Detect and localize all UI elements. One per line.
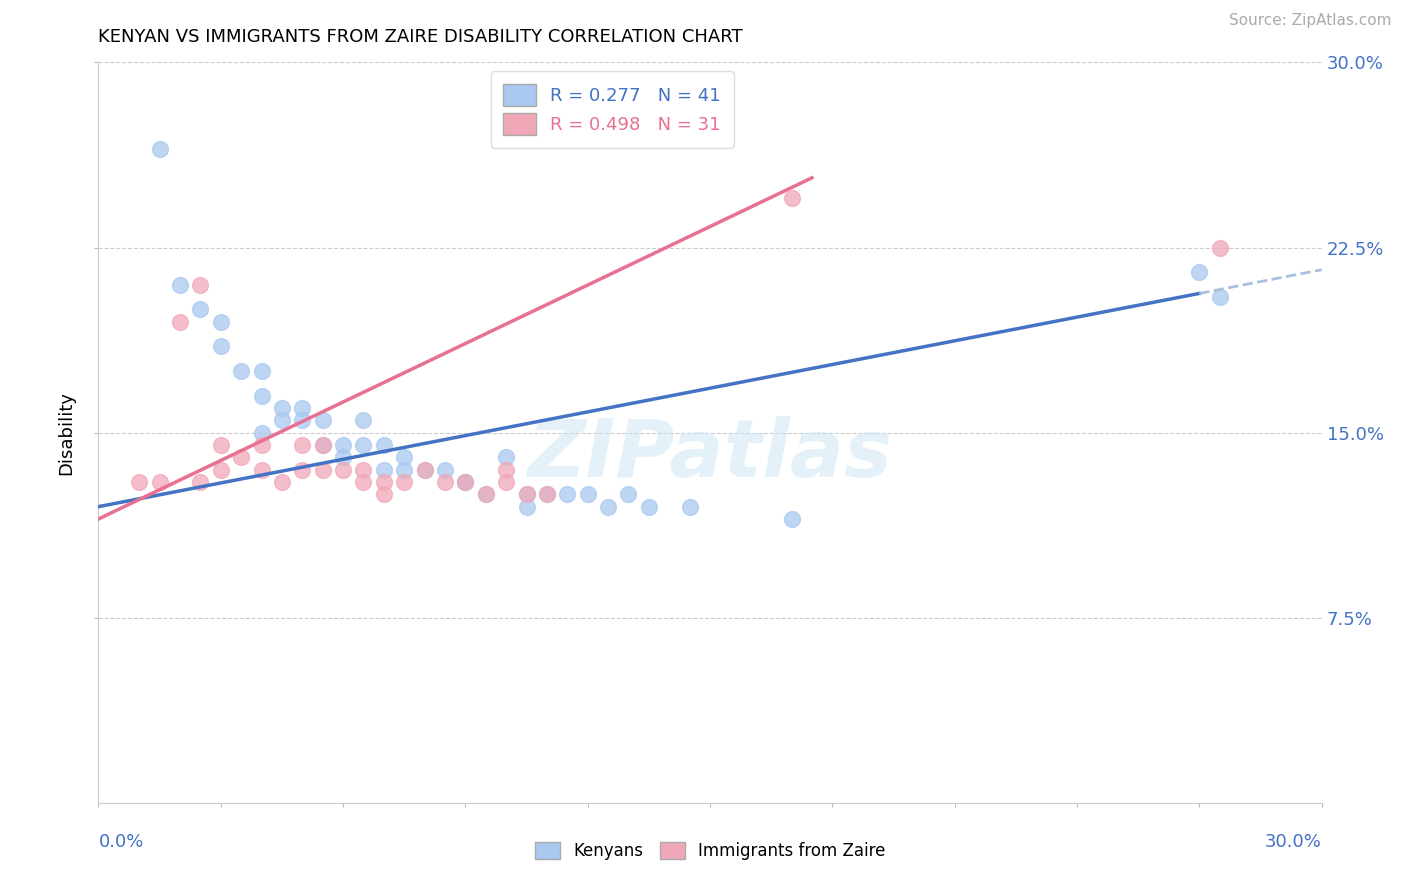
Point <box>454 475 477 489</box>
Point <box>352 438 374 452</box>
Point <box>434 475 457 489</box>
Point <box>516 487 538 501</box>
Point <box>270 401 294 415</box>
Point <box>312 438 335 452</box>
Point <box>352 413 374 427</box>
Point <box>332 438 354 452</box>
Point <box>555 487 579 501</box>
Point <box>373 475 395 489</box>
Point <box>373 487 395 501</box>
Point <box>495 475 517 489</box>
Point <box>169 277 191 292</box>
Point <box>312 438 335 452</box>
Point <box>209 438 232 452</box>
Point <box>291 438 314 452</box>
Point <box>1209 290 1232 304</box>
Point <box>291 401 314 415</box>
Point <box>332 462 354 476</box>
Point <box>250 425 273 440</box>
Text: ZIPatlas: ZIPatlas <box>527 416 893 494</box>
Point <box>1209 240 1232 255</box>
Point <box>188 277 212 292</box>
Point <box>149 142 172 156</box>
Point <box>352 462 374 476</box>
Point <box>780 191 803 205</box>
Point <box>413 462 436 476</box>
Point <box>352 475 374 489</box>
Text: Source: ZipAtlas.com: Source: ZipAtlas.com <box>1229 13 1392 29</box>
Point <box>679 500 702 514</box>
Point <box>169 314 191 328</box>
Point <box>1188 265 1211 279</box>
Point <box>312 413 335 427</box>
Point <box>454 475 477 489</box>
Point <box>128 475 150 489</box>
Point <box>373 462 395 476</box>
Point <box>209 314 232 328</box>
Point <box>291 413 314 427</box>
Point <box>250 364 273 378</box>
Point <box>291 462 314 476</box>
Point <box>250 462 273 476</box>
Text: KENYAN VS IMMIGRANTS FROM ZAIRE DISABILITY CORRELATION CHART: KENYAN VS IMMIGRANTS FROM ZAIRE DISABILI… <box>98 28 742 45</box>
Point <box>149 475 172 489</box>
Text: 0.0%: 0.0% <box>98 833 143 851</box>
Point <box>270 475 294 489</box>
Point <box>413 462 436 476</box>
Point <box>373 438 395 452</box>
Point <box>780 512 803 526</box>
Point <box>576 487 599 501</box>
Point <box>332 450 354 465</box>
Legend: Kenyans, Immigrants from Zaire: Kenyans, Immigrants from Zaire <box>526 834 894 869</box>
Text: 30.0%: 30.0% <box>1265 833 1322 851</box>
Point <box>516 487 538 501</box>
Point <box>495 450 517 465</box>
Point <box>312 462 335 476</box>
Point <box>270 413 294 427</box>
Point <box>474 487 498 501</box>
Point <box>637 500 661 514</box>
Point <box>598 500 620 514</box>
Point <box>474 487 498 501</box>
Point <box>231 364 253 378</box>
Point <box>434 462 457 476</box>
Point <box>231 450 253 465</box>
Point <box>250 388 273 402</box>
Point <box>536 487 558 501</box>
Point <box>536 487 558 501</box>
Point <box>392 475 416 489</box>
Point <box>250 438 273 452</box>
Point <box>617 487 640 501</box>
Point <box>392 450 416 465</box>
Point <box>392 462 416 476</box>
Point <box>516 500 538 514</box>
Point <box>188 302 212 317</box>
Point <box>495 462 517 476</box>
Point <box>188 475 212 489</box>
Point <box>209 462 232 476</box>
Point <box>209 339 232 353</box>
Y-axis label: Disability: Disability <box>58 391 76 475</box>
Point <box>454 475 477 489</box>
